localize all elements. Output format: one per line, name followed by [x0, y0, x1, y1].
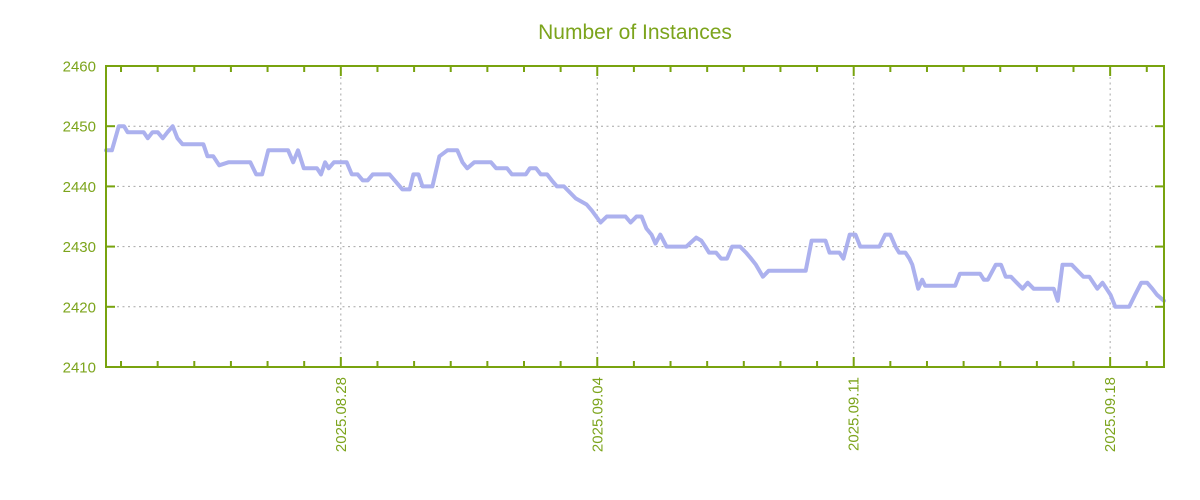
x-tick-label: 2025.09.18 [1102, 377, 1119, 452]
x-tick-label-group: 2025.08.28 [333, 377, 350, 452]
y-tick-label: 2420 [63, 299, 96, 316]
series-line [104, 124, 1166, 309]
x-axis-labels: 2025.08.28 2025.09.04 2025.09.11 2025.09.18 [333, 377, 1119, 452]
plot-border [105, 65, 1165, 368]
y-tick-label: 2410 [63, 360, 96, 377]
y-tick-label: 2440 [63, 179, 96, 196]
tick-marks [107, 65, 1163, 368]
x-tick-label-group: 2025.09.04 [589, 377, 606, 452]
x-tick-label-group: 2025.09.11 [846, 377, 863, 451]
x-tick-label: 2025.09.11 [846, 377, 863, 451]
x-tick-label-group: 2025.09.18 [1102, 377, 1119, 452]
x-tick-label: 2025.09.04 [589, 377, 606, 452]
chart-title: Number of Instances [538, 21, 732, 44]
x-tick-label: 2025.08.28 [333, 377, 350, 452]
y-tick-label: 2460 [63, 59, 96, 76]
series-layer [104, 124, 1166, 309]
axis-border [105, 65, 1165, 368]
y-tick-label: 2450 [63, 119, 96, 136]
y-axis-labels: 2410 2420 2430 2440 2450 2460 [63, 59, 96, 377]
y-tick-label: 2430 [63, 239, 96, 256]
